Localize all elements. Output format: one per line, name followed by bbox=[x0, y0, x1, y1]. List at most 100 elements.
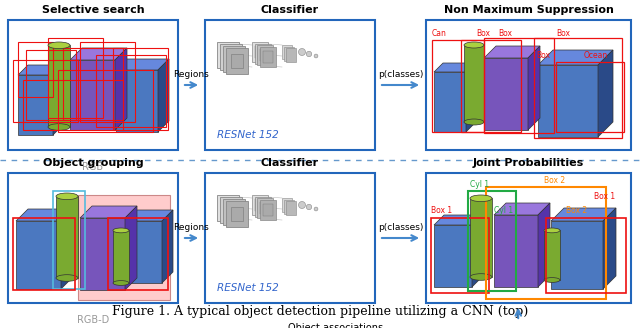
Bar bbox=[255, 199, 265, 211]
Ellipse shape bbox=[56, 193, 78, 200]
Bar bbox=[260, 49, 270, 61]
Bar bbox=[284, 199, 294, 214]
Bar bbox=[431, 218, 489, 293]
Bar bbox=[432, 40, 484, 132]
Bar bbox=[282, 45, 292, 59]
Polygon shape bbox=[538, 65, 598, 137]
Bar bbox=[23, 80, 123, 130]
Bar bbox=[534, 38, 622, 138]
Circle shape bbox=[314, 54, 318, 58]
Text: Box 1: Box 1 bbox=[431, 206, 452, 215]
Text: RGB-D: RGB-D bbox=[77, 315, 109, 325]
Bar bbox=[259, 199, 275, 219]
Text: RGB: RGB bbox=[83, 162, 104, 172]
Ellipse shape bbox=[48, 42, 70, 49]
Bar bbox=[282, 198, 292, 212]
Bar bbox=[262, 51, 273, 63]
Bar bbox=[48, 45, 70, 127]
Polygon shape bbox=[61, 209, 73, 289]
Polygon shape bbox=[53, 65, 63, 135]
Bar bbox=[226, 201, 248, 227]
Bar bbox=[26, 50, 76, 120]
Polygon shape bbox=[80, 218, 125, 290]
Bar bbox=[13, 218, 75, 290]
Ellipse shape bbox=[544, 277, 560, 282]
Text: Box: Box bbox=[498, 29, 512, 38]
Bar bbox=[217, 195, 239, 221]
Text: RESNet 152: RESNet 152 bbox=[217, 283, 279, 293]
Bar bbox=[284, 47, 294, 60]
Text: Box 1: Box 1 bbox=[594, 192, 615, 201]
Text: Classifier: Classifier bbox=[261, 5, 319, 15]
Bar bbox=[486, 187, 606, 299]
Polygon shape bbox=[472, 215, 482, 287]
Polygon shape bbox=[434, 215, 482, 225]
Bar bbox=[262, 203, 273, 215]
Circle shape bbox=[314, 207, 318, 211]
Bar bbox=[257, 198, 273, 218]
Text: Selective search: Selective search bbox=[42, 5, 144, 15]
Circle shape bbox=[307, 51, 312, 57]
Bar bbox=[544, 230, 560, 280]
Text: Figure 1. A typical object detection pipeline utilizing a CNN (top): Figure 1. A typical object detection pip… bbox=[112, 305, 528, 318]
Polygon shape bbox=[551, 208, 616, 221]
Polygon shape bbox=[494, 215, 538, 287]
Text: Box: Box bbox=[536, 51, 550, 60]
Polygon shape bbox=[538, 203, 550, 287]
Text: Regions: Regions bbox=[173, 223, 209, 232]
Bar bbox=[217, 42, 239, 68]
Text: Regions: Regions bbox=[173, 70, 209, 79]
Text: Cyl 1: Cyl 1 bbox=[494, 206, 513, 215]
Bar bbox=[220, 197, 242, 223]
Ellipse shape bbox=[113, 280, 129, 285]
Text: Box: Box bbox=[556, 29, 570, 38]
Polygon shape bbox=[158, 59, 169, 132]
Bar bbox=[255, 44, 271, 64]
Polygon shape bbox=[70, 60, 115, 130]
Polygon shape bbox=[120, 210, 173, 221]
Text: Box 2: Box 2 bbox=[544, 176, 565, 185]
Bar bbox=[222, 201, 234, 215]
Bar bbox=[461, 40, 521, 132]
Polygon shape bbox=[18, 65, 63, 75]
Polygon shape bbox=[466, 63, 475, 132]
Polygon shape bbox=[125, 206, 137, 290]
Text: Box 2: Box 2 bbox=[566, 206, 587, 215]
Bar bbox=[223, 46, 245, 72]
Polygon shape bbox=[18, 75, 53, 135]
Polygon shape bbox=[116, 59, 169, 70]
Bar bbox=[48, 38, 103, 118]
Bar bbox=[286, 201, 296, 215]
Ellipse shape bbox=[48, 124, 70, 130]
Text: Can: Can bbox=[432, 29, 447, 38]
Bar bbox=[18, 42, 53, 97]
Bar bbox=[260, 202, 270, 214]
Bar bbox=[96, 55, 166, 127]
Bar bbox=[53, 191, 85, 289]
Text: Object associations: Object associations bbox=[288, 323, 383, 328]
Polygon shape bbox=[120, 221, 162, 283]
Ellipse shape bbox=[113, 228, 129, 233]
Bar bbox=[484, 38, 554, 133]
Circle shape bbox=[307, 204, 312, 210]
Polygon shape bbox=[551, 221, 603, 289]
Polygon shape bbox=[16, 221, 61, 289]
Bar bbox=[225, 50, 237, 64]
Polygon shape bbox=[162, 210, 173, 283]
Text: p(classes): p(classes) bbox=[378, 223, 423, 232]
Polygon shape bbox=[16, 209, 73, 221]
Bar bbox=[426, 173, 631, 303]
Bar bbox=[286, 48, 296, 62]
Bar bbox=[108, 218, 168, 290]
Bar bbox=[228, 52, 240, 66]
Polygon shape bbox=[116, 70, 158, 132]
Bar bbox=[113, 230, 129, 283]
Bar bbox=[78, 195, 170, 300]
Polygon shape bbox=[484, 46, 540, 58]
Bar bbox=[252, 42, 268, 62]
Bar bbox=[546, 218, 626, 293]
Bar bbox=[464, 45, 484, 122]
Polygon shape bbox=[70, 48, 127, 60]
Bar bbox=[58, 70, 153, 132]
Ellipse shape bbox=[464, 119, 484, 125]
